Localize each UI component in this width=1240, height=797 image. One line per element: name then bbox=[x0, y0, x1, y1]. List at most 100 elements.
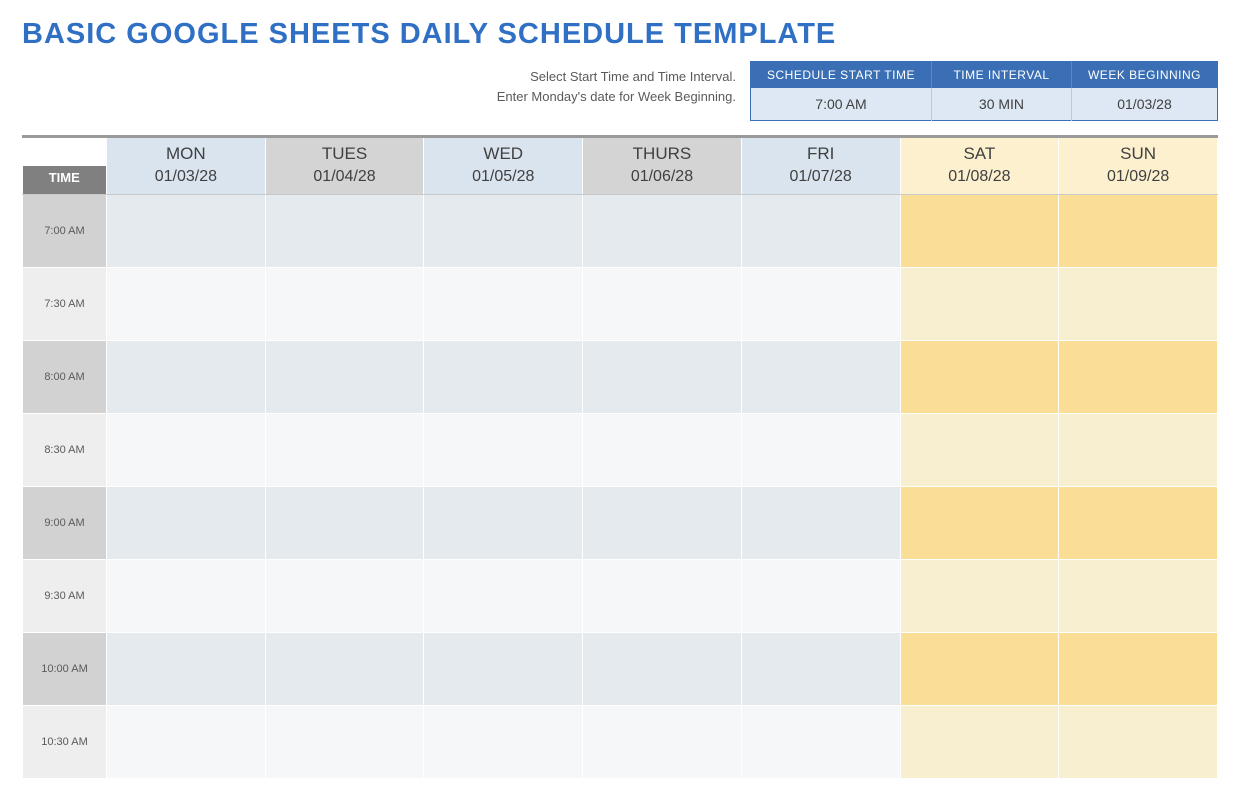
schedule-table: MONTUESWEDTHURSFRISATSUN TIME 01/03/2801… bbox=[22, 138, 1218, 779]
schedule-cell[interactable] bbox=[900, 414, 1059, 487]
schedule-row: 8:00 AM bbox=[23, 341, 1218, 414]
schedule-cell[interactable] bbox=[265, 341, 424, 414]
schedule-cell[interactable] bbox=[583, 706, 742, 779]
time-cell: 9:00 AM bbox=[23, 487, 107, 560]
config-value-week-begin[interactable]: 01/03/28 bbox=[1071, 88, 1217, 121]
schedule-cell[interactable] bbox=[265, 195, 424, 268]
day-date-fri: 01/07/28 bbox=[741, 166, 900, 195]
schedule-cell[interactable] bbox=[741, 487, 900, 560]
schedule-cell[interactable] bbox=[107, 487, 266, 560]
schedule-cell[interactable] bbox=[900, 268, 1059, 341]
schedule-cell[interactable] bbox=[424, 341, 583, 414]
schedule-body: 7:00 AM7:30 AM8:00 AM8:30 AM9:00 AM9:30 … bbox=[23, 195, 1218, 779]
schedule-cell[interactable] bbox=[900, 560, 1059, 633]
schedule-cell[interactable] bbox=[1059, 341, 1218, 414]
schedule-cell[interactable] bbox=[741, 341, 900, 414]
schedule-cell[interactable] bbox=[424, 633, 583, 706]
day-name-tues: TUES bbox=[265, 138, 424, 166]
day-date-tues: 01/04/28 bbox=[265, 166, 424, 195]
schedule-cell[interactable] bbox=[741, 268, 900, 341]
time-header-spacer bbox=[23, 138, 107, 166]
page-title: BASIC GOOGLE SHEETS DAILY SCHEDULE TEMPL… bbox=[22, 18, 1218, 51]
schedule-cell[interactable] bbox=[741, 633, 900, 706]
day-date-mon: 01/03/28 bbox=[107, 166, 266, 195]
schedule-cell[interactable] bbox=[741, 560, 900, 633]
schedule-cell[interactable] bbox=[583, 560, 742, 633]
schedule-cell[interactable] bbox=[1059, 414, 1218, 487]
schedule-cell[interactable] bbox=[741, 195, 900, 268]
schedule-cell[interactable] bbox=[107, 633, 266, 706]
schedule-cell[interactable] bbox=[107, 341, 266, 414]
time-header: TIME bbox=[23, 166, 107, 195]
day-name-sun: SUN bbox=[1059, 138, 1218, 166]
time-cell: 8:00 AM bbox=[23, 341, 107, 414]
schedule-cell[interactable] bbox=[1059, 195, 1218, 268]
schedule-cell[interactable] bbox=[107, 268, 266, 341]
time-cell: 9:30 AM bbox=[23, 560, 107, 633]
instructions: Select Start Time and Time Interval. Ent… bbox=[497, 61, 750, 121]
day-name-mon: MON bbox=[107, 138, 266, 166]
schedule-cell[interactable] bbox=[1059, 487, 1218, 560]
day-date-sun: 01/09/28 bbox=[1059, 166, 1218, 195]
time-cell: 10:00 AM bbox=[23, 633, 107, 706]
schedule-cell[interactable] bbox=[1059, 633, 1218, 706]
schedule-row: 8:30 AM bbox=[23, 414, 1218, 487]
time-cell: 7:30 AM bbox=[23, 268, 107, 341]
schedule-row: 7:30 AM bbox=[23, 268, 1218, 341]
schedule-cell[interactable] bbox=[900, 633, 1059, 706]
schedule-cell[interactable] bbox=[900, 195, 1059, 268]
schedule-cell[interactable] bbox=[1059, 268, 1218, 341]
time-cell: 7:00 AM bbox=[23, 195, 107, 268]
schedule-wrap: MONTUESWEDTHURSFRISATSUN TIME 01/03/2801… bbox=[22, 135, 1218, 779]
instructions-line1: Select Start Time and Time Interval. bbox=[497, 67, 736, 87]
schedule-cell[interactable] bbox=[1059, 706, 1218, 779]
schedule-cell[interactable] bbox=[1059, 560, 1218, 633]
config-value-interval[interactable]: 30 MIN bbox=[931, 88, 1071, 121]
config-header-start-time: SCHEDULE START TIME bbox=[751, 62, 932, 89]
schedule-cell[interactable] bbox=[583, 414, 742, 487]
schedule-cell[interactable] bbox=[265, 487, 424, 560]
schedule-cell[interactable] bbox=[424, 268, 583, 341]
config-header-interval: TIME INTERVAL bbox=[931, 62, 1071, 89]
config-value-start-time[interactable]: 7:00 AM bbox=[751, 88, 932, 121]
schedule-row: 9:30 AM bbox=[23, 560, 1218, 633]
schedule-cell[interactable] bbox=[265, 633, 424, 706]
schedule-cell[interactable] bbox=[424, 706, 583, 779]
schedule-cell[interactable] bbox=[583, 341, 742, 414]
config-header-week-begin: WEEK BEGINNING bbox=[1071, 62, 1217, 89]
schedule-cell[interactable] bbox=[583, 633, 742, 706]
schedule-cell[interactable] bbox=[900, 487, 1059, 560]
day-name-fri: FRI bbox=[741, 138, 900, 166]
day-name-wed: WED bbox=[424, 138, 583, 166]
day-date-thurs: 01/06/28 bbox=[583, 166, 742, 195]
schedule-cell[interactable] bbox=[265, 706, 424, 779]
config-row: Select Start Time and Time Interval. Ent… bbox=[22, 61, 1218, 121]
day-date-sat: 01/08/28 bbox=[900, 166, 1059, 195]
schedule-cell[interactable] bbox=[900, 706, 1059, 779]
day-name-thurs: THURS bbox=[583, 138, 742, 166]
schedule-cell[interactable] bbox=[107, 560, 266, 633]
day-name-sat: SAT bbox=[900, 138, 1059, 166]
schedule-cell[interactable] bbox=[265, 414, 424, 487]
schedule-cell[interactable] bbox=[424, 487, 583, 560]
schedule-cell[interactable] bbox=[107, 414, 266, 487]
schedule-cell[interactable] bbox=[107, 195, 266, 268]
schedule-cell[interactable] bbox=[424, 560, 583, 633]
schedule-row: 9:00 AM bbox=[23, 487, 1218, 560]
time-cell: 10:30 AM bbox=[23, 706, 107, 779]
schedule-row: 10:30 AM bbox=[23, 706, 1218, 779]
day-date-wed: 01/05/28 bbox=[424, 166, 583, 195]
config-table: SCHEDULE START TIME TIME INTERVAL WEEK B… bbox=[750, 61, 1218, 121]
schedule-cell[interactable] bbox=[424, 195, 583, 268]
schedule-cell[interactable] bbox=[741, 414, 900, 487]
schedule-cell[interactable] bbox=[265, 268, 424, 341]
schedule-cell[interactable] bbox=[583, 268, 742, 341]
schedule-cell[interactable] bbox=[265, 560, 424, 633]
schedule-cell[interactable] bbox=[583, 195, 742, 268]
schedule-cell[interactable] bbox=[741, 706, 900, 779]
schedule-cell[interactable] bbox=[583, 487, 742, 560]
instructions-line2: Enter Monday's date for Week Beginning. bbox=[497, 87, 736, 107]
schedule-cell[interactable] bbox=[900, 341, 1059, 414]
schedule-cell[interactable] bbox=[107, 706, 266, 779]
schedule-cell[interactable] bbox=[424, 414, 583, 487]
